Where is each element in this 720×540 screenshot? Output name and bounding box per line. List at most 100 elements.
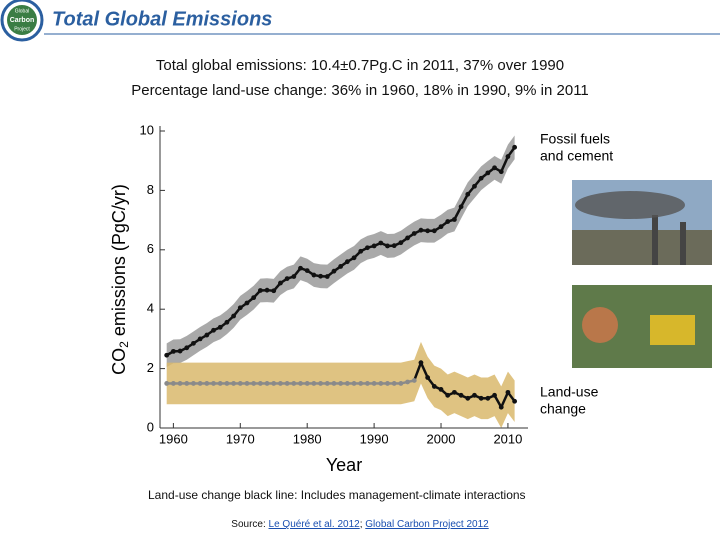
point <box>224 319 230 325</box>
y-tick-label: 2 <box>147 360 154 375</box>
point <box>418 227 424 233</box>
source-prefix: Source: <box>231 519 268 530</box>
point <box>378 381 384 386</box>
point <box>177 348 183 354</box>
point <box>425 228 431 234</box>
footnote: Land-use change black line: Includes man… <box>148 488 526 502</box>
point <box>311 272 317 278</box>
y-axis-label-part: CO <box>109 348 129 375</box>
point <box>438 386 444 392</box>
source: Source: Le Quéré et al. 2012; Global Car… <box>231 519 489 530</box>
point <box>338 264 344 269</box>
photo-stack <box>680 222 686 265</box>
point <box>298 381 303 386</box>
y-axis-label-part: emissions (PgC/yr) <box>109 184 129 341</box>
x-axis-label: Year <box>326 455 362 475</box>
photo-smoke <box>575 191 685 219</box>
photo-loader <box>650 315 695 345</box>
point <box>324 274 330 279</box>
source-sep: ; <box>360 519 366 530</box>
y-tick-label: 0 <box>147 419 154 434</box>
series-label: change <box>540 401 586 417</box>
point <box>344 381 350 386</box>
point <box>398 240 404 246</box>
point <box>318 381 323 386</box>
point <box>365 381 370 386</box>
series-segment <box>419 362 429 379</box>
point <box>378 240 384 246</box>
point <box>211 327 216 333</box>
point <box>365 245 370 251</box>
point <box>445 219 451 224</box>
y-axis-label-sub: 2 <box>117 341 131 348</box>
point <box>425 375 431 380</box>
point <box>231 381 237 386</box>
series-label: Land-use <box>540 384 599 400</box>
y-axis-label: CO2 emissions (PgC/yr) <box>109 184 131 375</box>
point <box>251 381 257 386</box>
x-tick-label: 1960 <box>159 431 188 446</box>
source-link[interactable]: Le Quéré et al. 2012 <box>269 519 361 530</box>
point <box>264 287 270 293</box>
x-tick-label: 2000 <box>427 431 456 446</box>
point <box>452 389 457 395</box>
series-label: and cement <box>540 148 613 164</box>
point <box>431 384 437 389</box>
point <box>237 381 243 386</box>
point <box>204 381 210 386</box>
point <box>411 231 417 236</box>
point <box>291 381 297 386</box>
point <box>351 255 357 261</box>
source-link[interactable]: Global Carbon Project 2012 <box>365 519 489 530</box>
point <box>284 276 290 282</box>
point <box>271 381 277 386</box>
point <box>170 381 176 386</box>
point <box>217 381 223 386</box>
point <box>164 352 170 358</box>
series-label: Fossil fuels <box>540 131 610 147</box>
y-tick-label: 8 <box>147 182 154 197</box>
point <box>358 381 364 386</box>
point <box>191 381 196 386</box>
point <box>418 360 424 366</box>
point <box>298 265 303 271</box>
point <box>224 381 230 386</box>
point <box>498 404 504 410</box>
point <box>284 381 290 386</box>
logo-text: Global <box>15 8 29 14</box>
point <box>512 144 518 150</box>
point <box>438 224 444 230</box>
x-tick-label: 2010 <box>493 431 522 446</box>
point <box>338 381 344 386</box>
point <box>398 381 404 386</box>
point <box>465 395 471 401</box>
point <box>217 324 223 330</box>
point <box>191 340 196 346</box>
y-tick-label: 10 <box>140 122 154 137</box>
point <box>324 381 330 386</box>
point <box>405 235 410 241</box>
point <box>411 378 417 383</box>
point <box>492 392 497 398</box>
y-tick-label: 4 <box>147 301 154 316</box>
point <box>458 204 464 210</box>
point <box>485 170 491 176</box>
point <box>458 392 464 398</box>
point <box>405 379 410 385</box>
point <box>478 395 484 401</box>
point <box>385 243 390 249</box>
point <box>184 345 190 351</box>
point <box>331 381 337 386</box>
logo-text: Carbon <box>10 17 35 24</box>
series-segment <box>453 206 463 221</box>
subtitle: Percentage land-use change: 36% in 1960,… <box>131 82 589 99</box>
point <box>331 268 337 274</box>
point <box>257 381 263 386</box>
point <box>478 175 484 181</box>
point <box>391 243 397 249</box>
x-tick-label: 1990 <box>360 431 389 446</box>
logo-text: Project <box>14 26 30 32</box>
series-segment <box>500 156 510 173</box>
point <box>231 313 237 319</box>
